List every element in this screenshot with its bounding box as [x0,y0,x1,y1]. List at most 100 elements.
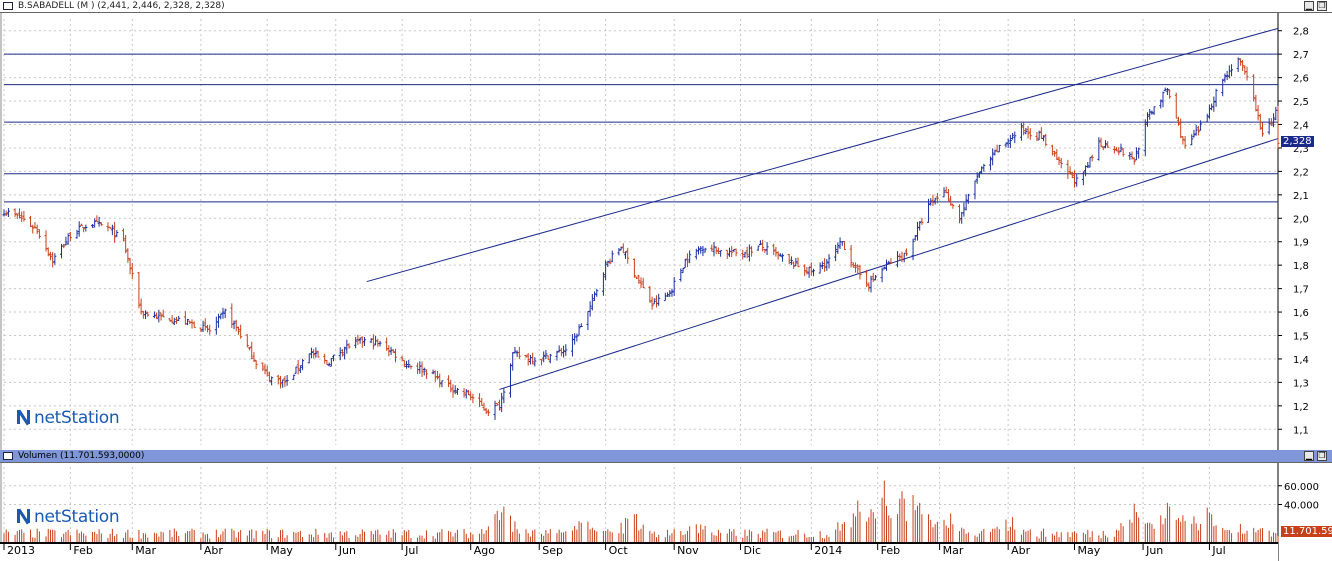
ohlc-bar [1241,60,1245,72]
ohlc-bar [719,250,723,257]
price-pane-titlebar[interactable]: B.SABADELL (M ) (2,441, 2,446, 2,328, 2,… [0,0,1332,13]
ohlc-bar [402,360,406,368]
ohlc-bar [834,244,838,262]
ohlc-bar [1059,157,1063,169]
ohlc-bar [31,224,35,234]
x-tick-label: May [1078,544,1101,557]
minimize-icon[interactable]: ▁ [1304,1,1314,11]
x-tick-label: Feb [73,544,92,557]
ohlc-bar [958,204,961,224]
ohlc-bar [161,309,165,318]
ohlc-bar [1037,130,1041,141]
ohlc-bar [502,388,506,404]
ohlc-bar [544,349,548,360]
ohlc-bar [409,365,413,370]
ohlc-bar [973,180,977,200]
ohlc-bar [588,301,592,317]
volume-chart[interactable]: 40.000 60.000 2013 Feb Mar Abr May Jun Jul Ago Sep… [0,463,1332,561]
ohlc-bar [236,326,240,335]
ohlc-bar [794,258,798,267]
ohlc-bar [172,317,176,326]
ohlc-bar [1121,148,1125,157]
ohlc-bar [668,290,672,297]
x-tick-label: Jun [1145,544,1163,557]
ohlc-bar [95,215,99,223]
ohlc-bar [22,210,26,222]
x-tick-label: Jul [404,544,418,557]
ohlc-bar [393,348,397,363]
price-y-tick-label: 1,2 [1293,402,1309,413]
ohlc-bar [575,333,579,342]
volume-pane-titlebar[interactable]: Volumen (11.701.593,0000) ▁ ❐ [0,450,1332,463]
ohlc-bar [250,341,254,360]
ohlc-bar [809,262,813,276]
ohlc-bar [763,248,767,253]
ohlc-bar [818,262,822,274]
price-pane: B.SABADELL (M ) (2,441, 2,446, 2,328, 2,… [0,0,1332,450]
ohlc-bar [1101,145,1105,151]
ohlc-bar [1212,96,1216,112]
x-tick-label: Abr [204,544,224,557]
ohlc-bar [276,374,280,385]
ohlc-bar [825,258,829,271]
ohlc-bar [232,320,236,330]
minimize-icon[interactable]: ▁ [1304,451,1314,461]
volume-y-tick-label: 60.000 [1284,482,1319,493]
ohlc-bar [137,271,141,309]
ohlc-bar [935,192,939,204]
ohlc-bar [1181,136,1185,145]
ohlc-bar [497,399,501,411]
ohlc-bar [245,334,249,348]
ohlc-bar [1148,109,1152,120]
netstation-logo-price: netStation [16,408,120,428]
x-tick-label: 2014 [814,544,842,557]
ohlc-bar [608,258,612,265]
ohlc-bar [867,282,871,292]
ohlc-bar [564,344,568,356]
ohlc-bar [849,245,853,268]
ohlc-bar [1013,131,1017,144]
ohlc-bar [48,251,52,261]
ohlc-bar [1152,106,1156,115]
restore-icon[interactable]: ❐ [1317,451,1327,461]
ohlc-bar [358,337,362,344]
ohlc-bar [79,223,83,226]
ohlc-bar [991,148,995,166]
volume-pane-title: Volumen (11.701.593,0000) [18,451,145,461]
ohlc-bar [601,272,605,296]
price-chart[interactable]: 1,11,21,31,41,51,61,71,81,92,02,12,22,32… [0,13,1332,450]
ohlc-bar [533,357,537,367]
ohlc-bar [1258,113,1262,130]
ohlc-bar [865,269,869,287]
ohlc-bar [407,359,411,368]
ohlc-bar [590,293,594,311]
ohlc-bar [1252,74,1256,102]
ohlc-bar [683,258,687,269]
ohlc-bar [281,379,285,388]
ohlc-bar [524,354,528,358]
ohlc-bar [617,247,621,256]
ohlc-bar [128,258,132,275]
ohlc-bar [610,250,614,263]
ohlc-bar [46,247,50,257]
ohlc-bar [265,365,269,377]
ohlc-bar [756,245,760,251]
ohlc-bar [1066,159,1070,179]
ohlc-bar [219,313,223,320]
ohlc-bar [657,293,661,306]
price-y-tick-label: 2,1 [1293,191,1309,202]
restore-icon[interactable]: ❐ [1317,1,1327,11]
ohlc-bar [347,343,351,349]
ohlc-bar [1075,174,1079,187]
netstation-logo-volume: netStation [16,507,120,527]
ohlc-bar [918,221,922,231]
ohlc-bar [1199,120,1203,131]
ohlc-bar [332,354,336,362]
ohlc-bar [1119,143,1123,152]
ohlc-bar [641,277,645,289]
ohlc-bar [239,324,243,339]
ohlc-bar [1011,132,1015,140]
price-y-tick-label: 2,6 [1293,74,1309,85]
ohlc-bar [378,340,382,347]
ohlc-bar [635,276,639,280]
